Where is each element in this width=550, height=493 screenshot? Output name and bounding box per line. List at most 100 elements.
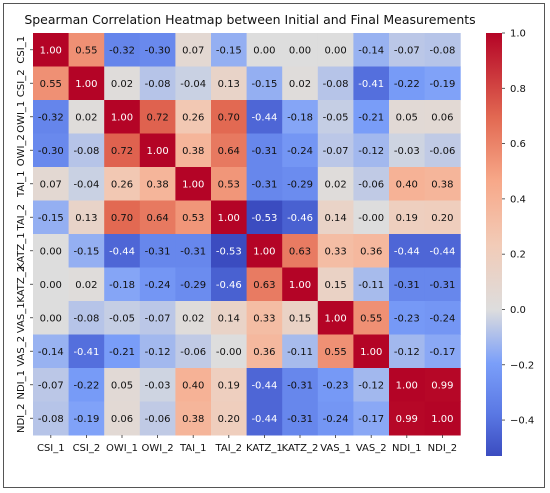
cell-label-NDI_2-KATZ_1: -0.44 bbox=[251, 414, 277, 425]
colorbar-tick-2: 0.6 bbox=[510, 139, 526, 150]
heatmap-cells bbox=[33, 33, 461, 436]
y-tick-CSI_1: CSI_1 bbox=[16, 36, 27, 64]
cell-label-NDI_1-OWI_2: -0.03 bbox=[145, 380, 171, 391]
cell-label-TAI_1-OWI_1: 0.26 bbox=[111, 179, 133, 190]
cell-label-KATZ_2-CSI_1: 0.00 bbox=[40, 280, 62, 291]
cell-NDI_2-TAI_1 bbox=[175, 401, 212, 436]
cell-label-OWI_1-CSI_2: 0.02 bbox=[75, 112, 97, 123]
cell-VAS_1-OWI_1 bbox=[104, 301, 141, 335]
cell-VAS_2-VAS_2 bbox=[353, 334, 390, 369]
cell-label-CSI_1-NDI_1: -0.07 bbox=[394, 45, 420, 56]
cell-label-NDI_2-VAS_2: -0.17 bbox=[358, 414, 384, 425]
cell-label-TAI_1-KATZ_2: -0.29 bbox=[287, 179, 313, 190]
cell-VAS_1-CSI_2 bbox=[68, 301, 105, 335]
cell-TAI_2-VAS_1 bbox=[317, 200, 354, 235]
cell-CSI_2-NDI_1 bbox=[389, 66, 426, 101]
colorbar-tick-6: −0.2 bbox=[510, 360, 534, 371]
cell-label-TAI_2-VAS_2: -0.00 bbox=[358, 213, 384, 224]
cell-KATZ_2-TAI_2 bbox=[211, 267, 248, 302]
cell-label-CSI_1-OWI_2: -0.30 bbox=[145, 45, 171, 56]
cell-label-CSI_1-TAI_2: -0.15 bbox=[216, 45, 242, 56]
cell-label-OWI_2-OWI_2: 1.00 bbox=[146, 146, 168, 157]
cell-CSI_2-NDI_2 bbox=[424, 66, 461, 101]
cell-TAI_2-OWI_1 bbox=[104, 200, 141, 235]
cell-TAI_1-OWI_1 bbox=[104, 167, 141, 201]
cell-label-OWI_2-NDI_2: -0.06 bbox=[429, 146, 455, 157]
cell-CSI_1-OWI_1 bbox=[104, 33, 141, 67]
cell-VAS_2-KATZ_2 bbox=[282, 334, 319, 369]
cell-TAI_2-TAI_2 bbox=[211, 200, 248, 235]
colorbar-tick-4: 0.2 bbox=[510, 250, 526, 261]
cell-VAS_2-CSI_1 bbox=[33, 334, 70, 369]
x-tick-TAI_1: TAI_1 bbox=[179, 443, 206, 454]
x-axis-ticks: CSI_1 CSI_2 OWI_1 OWI_2 TAI_1 TAI_2 KATZ_1KATZ… bbox=[37, 435, 457, 454]
cell-CSI_1-TAI_2 bbox=[211, 33, 248, 67]
colorbar: 1.0 0.8 0.6 0.4 0.2 0.0 −0.2 −0.4 bbox=[486, 29, 534, 456]
cell-CSI_2-VAS_1 bbox=[317, 66, 354, 101]
cell-label-KATZ_2-VAS_2: -0.11 bbox=[358, 280, 384, 291]
cell-label-OWI_1-TAI_2: 0.70 bbox=[218, 112, 240, 123]
cell-TAI_2-KATZ_1 bbox=[246, 200, 283, 235]
cell-label-OWI_2-CSI_2: -0.08 bbox=[73, 146, 99, 157]
x-tick-OWI_1: OWI_1 bbox=[106, 443, 138, 454]
cell-label-OWI_2-OWI_1: 0.72 bbox=[111, 146, 133, 157]
cell-NDI_2-CSI_2 bbox=[68, 401, 105, 436]
cell-label-OWI_2-NDI_1: -0.03 bbox=[394, 146, 420, 157]
cell-label-NDI_1-NDI_2: 0.99 bbox=[431, 380, 453, 391]
cell-TAI_1-CSI_2 bbox=[68, 167, 105, 201]
cell-label-TAI_1-CSI_1: 0.07 bbox=[40, 179, 62, 190]
cell-label-VAS_2-NDI_2: -0.17 bbox=[429, 347, 455, 358]
cell-VAS_2-CSI_2 bbox=[68, 334, 105, 369]
cell-VAS_1-CSI_1 bbox=[33, 301, 70, 335]
cell-KATZ_1-TAI_2 bbox=[211, 234, 248, 268]
cell-NDI_2-VAS_1 bbox=[317, 401, 354, 436]
chart-title: Spearman Correlation Heatmap between Ini… bbox=[24, 12, 476, 27]
cell-VAS_2-NDI_2 bbox=[424, 334, 461, 369]
cell-NDI_1-OWI_1 bbox=[104, 368, 141, 402]
cell-label-TAI_2-VAS_1: 0.14 bbox=[324, 213, 346, 224]
cell-label-TAI_1-NDI_2: 0.38 bbox=[431, 179, 453, 190]
cell-OWI_2-TAI_1 bbox=[175, 133, 212, 168]
cell-label-TAI_2-CSI_2: 0.13 bbox=[75, 213, 97, 224]
cell-label-KATZ_1-TAI_1: -0.31 bbox=[180, 246, 206, 257]
cell-VAS_2-KATZ_1 bbox=[246, 334, 283, 369]
cell-label-VAS_1-CSI_2: -0.08 bbox=[73, 313, 99, 324]
cell-label-OWI_1-OWI_1: 1.00 bbox=[111, 112, 133, 123]
cell-label-NDI_2-TAI_2: 0.20 bbox=[218, 414, 240, 425]
cell-CSI_1-NDI_1 bbox=[389, 33, 426, 67]
cell-label-NDI_2-NDI_2: 1.00 bbox=[431, 414, 453, 425]
cell-label-VAS_2-KATZ_2: -0.11 bbox=[287, 347, 313, 358]
cell-label-VAS_2-TAI_2: -0.00 bbox=[216, 347, 242, 358]
cell-label-OWI_2-KATZ_2: -0.24 bbox=[287, 146, 313, 157]
cell-OWI_1-OWI_1 bbox=[104, 100, 141, 134]
cell-label-CSI_2-CSI_2: 1.00 bbox=[75, 79, 97, 90]
cell-label-NDI_1-TAI_2: 0.19 bbox=[218, 380, 240, 391]
cell-OWI_1-TAI_2 bbox=[211, 100, 248, 134]
cell-label-CSI_2-TAI_2: 0.13 bbox=[218, 79, 240, 90]
cell-label-NDI_1-CSI_2: -0.22 bbox=[73, 380, 99, 391]
cell-label-NDI_2-VAS_1: -0.24 bbox=[323, 414, 349, 425]
cell-label-TAI_1-KATZ_1: -0.31 bbox=[251, 179, 277, 190]
cell-label-NDI_1-TAI_1: 0.40 bbox=[182, 380, 204, 391]
cell-VAS_1-VAS_2 bbox=[353, 301, 390, 335]
cell-KATZ_2-OWI_1 bbox=[104, 267, 141, 302]
cell-VAS_2-NDI_1 bbox=[389, 334, 426, 369]
cell-NDI_2-OWI_2 bbox=[139, 401, 176, 436]
cell-VAS_1-OWI_2 bbox=[139, 301, 176, 335]
cell-TAI_1-KATZ_1 bbox=[246, 167, 283, 201]
cell-label-CSI_2-KATZ_2: 0.02 bbox=[289, 79, 311, 90]
cell-label-OWI_1-CSI_1: -0.32 bbox=[38, 112, 64, 123]
cell-label-KATZ_1-CSI_2: -0.15 bbox=[73, 246, 99, 257]
cell-label-CSI_2-TAI_1: -0.04 bbox=[180, 79, 206, 90]
x-tick-NDI_2: NDI_2 bbox=[428, 443, 458, 454]
cell-label-KATZ_1-OWI_2: -0.31 bbox=[145, 246, 171, 257]
cell-OWI_1-TAI_1 bbox=[175, 100, 212, 134]
cell-KATZ_1-CSI_2 bbox=[68, 234, 105, 268]
cell-OWI_1-CSI_1 bbox=[33, 100, 70, 134]
cell-label-OWI_2-VAS_2: -0.12 bbox=[358, 146, 384, 157]
y-tick-VAS_2: VAS_2 bbox=[16, 336, 27, 367]
cell-label-VAS_2-CSI_2: -0.41 bbox=[73, 347, 99, 358]
x-tick-VAS_1: VAS_1 bbox=[320, 443, 351, 454]
y-tick-CSI_2: CSI_2 bbox=[16, 69, 27, 97]
cell-KATZ_2-KATZ_1 bbox=[246, 267, 283, 302]
